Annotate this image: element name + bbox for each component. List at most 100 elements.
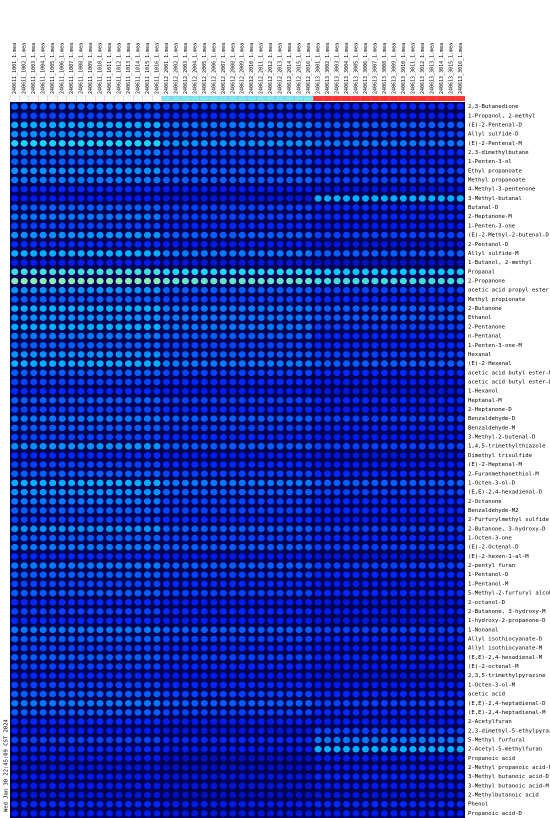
cell-spot bbox=[257, 635, 265, 643]
cell-spot bbox=[361, 341, 370, 349]
cell-spot bbox=[191, 755, 199, 762]
cell-spot bbox=[219, 158, 227, 165]
cell-spot bbox=[115, 626, 123, 634]
cell-spot bbox=[49, 314, 57, 322]
cell-spot bbox=[11, 488, 19, 496]
cell-spot bbox=[124, 452, 133, 459]
cell-spot bbox=[447, 553, 455, 560]
cell-spot bbox=[314, 213, 322, 221]
cell-spot bbox=[238, 185, 246, 193]
cell-spot bbox=[276, 654, 284, 661]
group-bar bbox=[417, 95, 428, 102]
cell-spot bbox=[371, 562, 379, 569]
cell-spot bbox=[124, 635, 133, 643]
cell-spot bbox=[134, 176, 142, 184]
cell-spot bbox=[409, 488, 417, 496]
cell-spot bbox=[323, 644, 332, 652]
cell-spot bbox=[105, 488, 114, 496]
cell-spot bbox=[172, 167, 180, 175]
cell-spot bbox=[124, 681, 133, 689]
cell-spot bbox=[200, 498, 208, 505]
cell-spot bbox=[115, 204, 123, 211]
cell-spot bbox=[361, 553, 370, 560]
cell-spot bbox=[124, 149, 133, 156]
cell-spot bbox=[105, 745, 114, 753]
cell-spot bbox=[105, 360, 114, 367]
cell-spot bbox=[105, 699, 114, 707]
cell-spot bbox=[49, 663, 57, 670]
row-label: 2-Butanone bbox=[468, 306, 502, 312]
cell-spot bbox=[219, 369, 227, 377]
cell-spot bbox=[11, 397, 19, 404]
cell-spot bbox=[409, 378, 417, 386]
cell-spot bbox=[352, 598, 360, 606]
cell-spot bbox=[86, 369, 95, 377]
cell-spot bbox=[295, 589, 303, 597]
cell-spot bbox=[143, 699, 152, 707]
cell-spot bbox=[267, 314, 275, 322]
cell-spot bbox=[210, 718, 218, 725]
cell-spot bbox=[428, 387, 436, 395]
cell-spot bbox=[143, 231, 152, 239]
cell-spot bbox=[124, 415, 133, 422]
cell-spot bbox=[77, 103, 85, 110]
cell-spot bbox=[276, 442, 284, 450]
cell-spot bbox=[238, 415, 246, 422]
cell-spot bbox=[200, 231, 208, 239]
cell-spot bbox=[219, 167, 227, 175]
cell-spot bbox=[39, 296, 47, 303]
cell-spot bbox=[77, 222, 85, 230]
cell-spot bbox=[143, 571, 152, 579]
cell-spot bbox=[172, 140, 180, 147]
cell-spot bbox=[162, 121, 171, 129]
cell-spot bbox=[96, 681, 104, 689]
cell-spot bbox=[418, 112, 426, 120]
row-label: Methyl propionate bbox=[468, 297, 526, 303]
cell-spot bbox=[447, 507, 455, 514]
cell-spot bbox=[58, 672, 66, 680]
cell-spot bbox=[257, 791, 265, 799]
cell-spot bbox=[96, 305, 104, 312]
cell-spot bbox=[58, 140, 66, 147]
cell-spot bbox=[276, 167, 284, 175]
cell-spot bbox=[68, 709, 76, 716]
cell-spot bbox=[162, 167, 171, 175]
cell-spot bbox=[200, 103, 208, 110]
column-label: 240613_3006_1.mea bbox=[363, 43, 369, 94]
cell-spot bbox=[134, 681, 142, 689]
cell-spot bbox=[200, 305, 208, 312]
cell-spot bbox=[238, 488, 246, 496]
cell-spot bbox=[399, 387, 407, 395]
cell-spot bbox=[153, 406, 161, 413]
cell-spot bbox=[11, 231, 19, 239]
cell-spot bbox=[418, 690, 426, 698]
cell-spot bbox=[418, 222, 426, 230]
cell-spot bbox=[58, 791, 66, 799]
cell-spot bbox=[399, 507, 407, 514]
cell-spot bbox=[20, 121, 28, 129]
cell-spot bbox=[342, 250, 351, 257]
cell-spot bbox=[352, 672, 360, 680]
cell-spot bbox=[371, 204, 379, 211]
cell-spot bbox=[295, 608, 303, 615]
cell-spot bbox=[229, 553, 237, 560]
cell-spot bbox=[248, 176, 256, 184]
cell-spot bbox=[77, 479, 85, 487]
cell-spot bbox=[77, 745, 85, 753]
cell-spot bbox=[96, 204, 104, 211]
cell-spot bbox=[229, 488, 237, 496]
cell-spot bbox=[229, 167, 237, 175]
cell-spot bbox=[361, 470, 370, 478]
cell-spot bbox=[68, 736, 76, 744]
group-bar bbox=[265, 95, 276, 102]
cell-spot bbox=[295, 553, 303, 560]
cell-spot bbox=[124, 672, 133, 680]
cell-spot bbox=[68, 718, 76, 725]
cell-spot bbox=[314, 608, 322, 615]
column-label: 240611_1001_1.mea bbox=[12, 43, 18, 94]
cell-spot bbox=[124, 158, 133, 165]
cell-spot bbox=[86, 543, 95, 551]
cell-spot bbox=[304, 305, 313, 312]
cell-spot bbox=[390, 222, 398, 230]
cell-spot bbox=[248, 259, 256, 266]
